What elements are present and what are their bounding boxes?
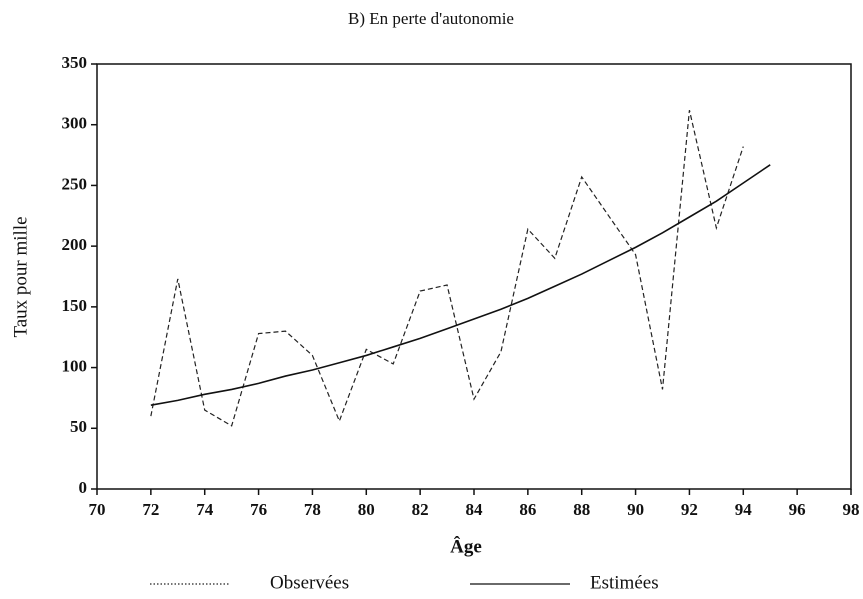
x-tick-label: 92 xyxy=(681,500,698,519)
x-tick-label: 82 xyxy=(412,500,429,519)
x-tick-label: 94 xyxy=(735,500,753,519)
y-axis-label: Taux pour mille xyxy=(10,216,31,337)
y-tick-label: 300 xyxy=(62,114,88,133)
series-line xyxy=(150,110,744,427)
plot-frame xyxy=(96,63,852,490)
x-tick-label: 86 xyxy=(519,500,536,519)
legend-label: Observées xyxy=(270,572,349,593)
x-tick-label: 70 xyxy=(89,500,106,519)
series-line xyxy=(150,164,771,407)
x-tick-label: 96 xyxy=(789,500,806,519)
legend-label: Estimées xyxy=(590,572,659,593)
y-tick-label: 0 xyxy=(79,478,88,497)
x-tick-label: 88 xyxy=(573,500,590,519)
y-tick-label: 150 xyxy=(62,296,88,315)
x-tick-label: 80 xyxy=(358,500,375,519)
y-tick-label: 350 xyxy=(62,53,88,72)
x-tick-label: 74 xyxy=(196,500,214,519)
x-tick-label: 72 xyxy=(142,500,159,519)
x-tick-label: 78 xyxy=(304,500,321,519)
y-tick-label: 50 xyxy=(70,417,87,436)
y-tick-label: 200 xyxy=(62,235,88,254)
chart-title: B) En perte d'autonomie xyxy=(348,9,514,28)
y-tick-label: 250 xyxy=(62,174,88,193)
x-tick-label: 90 xyxy=(627,500,644,519)
x-tick-label: 76 xyxy=(250,500,267,519)
y-tick-label: 100 xyxy=(62,356,88,375)
x-axis-label: Âge xyxy=(450,535,482,557)
x-tick-label: 98 xyxy=(843,500,860,519)
x-tick-label: 84 xyxy=(466,500,484,519)
